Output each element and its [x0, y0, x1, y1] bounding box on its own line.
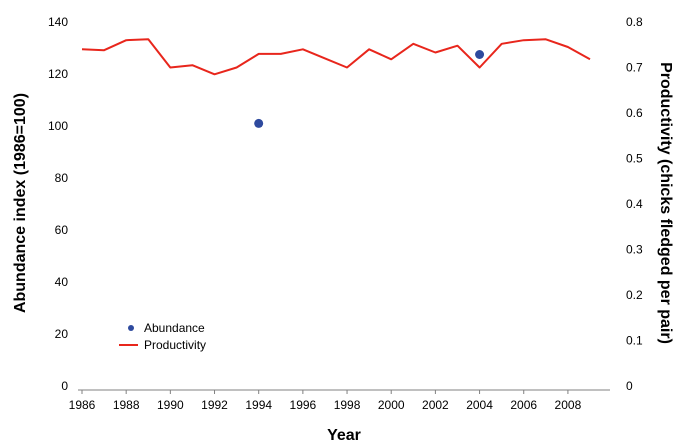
right-y-tick-label: 0.8	[626, 15, 643, 29]
x-tick-label: 1998	[334, 398, 361, 412]
x-tick-label: 2008	[555, 398, 582, 412]
x-tick-label: 2006	[510, 398, 537, 412]
right-y-tick-label: 0.3	[626, 243, 643, 257]
x-tick-label: 1988	[113, 398, 140, 412]
x-tick-label: 1990	[157, 398, 184, 412]
right-y-tick-label: 0	[626, 379, 633, 393]
x-tick-label: 2002	[422, 398, 449, 412]
abundance-point	[475, 50, 485, 59]
left-y-axis-ticks: 0 20 40 60 80 100 120 140	[48, 15, 68, 393]
right-y-axis-ticks: 0 0.1 0.2 0.3 0.4 0.5 0.6 0.7 0.8	[626, 15, 643, 393]
x-tick-label: 1992	[201, 398, 228, 412]
left-y-tick-label: 100	[48, 119, 68, 133]
legend-productivity-label: Productivity	[144, 338, 206, 352]
x-axis-ticks: 1986 1988 1990 1992 1994 1996 1998 2000 2002 2004…	[69, 390, 582, 412]
legend-abundance-marker	[128, 325, 134, 331]
x-tick-label: 1996	[290, 398, 317, 412]
left-y-tick-label: 120	[48, 67, 68, 81]
left-y-tick-label: 0	[61, 379, 68, 393]
left-y-axis-title: Abundance index (1986=100)	[12, 93, 29, 313]
x-tick-label: 1986	[69, 398, 96, 412]
right-y-tick-label: 0.1	[626, 334, 643, 348]
right-y-tick-label: 0.5	[626, 152, 643, 166]
left-y-tick-label: 80	[55, 171, 69, 185]
right-y-tick-label: 0.4	[626, 197, 643, 211]
legend-abundance-label: Abundance	[144, 321, 205, 335]
productivity-line	[81, 38, 591, 76]
abundance-point	[254, 118, 264, 128]
left-y-tick-label: 40	[55, 275, 69, 289]
x-tick-label: 2000	[378, 398, 405, 412]
left-y-tick-label: 60	[55, 223, 69, 237]
right-y-tick-label: 0.7	[626, 61, 643, 75]
right-y-tick-label: 0.6	[626, 106, 643, 120]
x-tick-label: 2004	[466, 398, 493, 412]
right-y-axis-title: Productivity (chicks fledged per pair)	[657, 62, 674, 344]
x-tick-label: 1994	[245, 398, 272, 412]
x-axis-title: Year	[327, 427, 361, 443]
right-y-tick-label: 0.2	[626, 288, 643, 302]
left-y-tick-label: 140	[48, 15, 68, 29]
legend: Abundance Productivity	[119, 321, 206, 352]
left-y-tick-label: 20	[55, 327, 69, 341]
series-layer	[81, 38, 591, 128]
